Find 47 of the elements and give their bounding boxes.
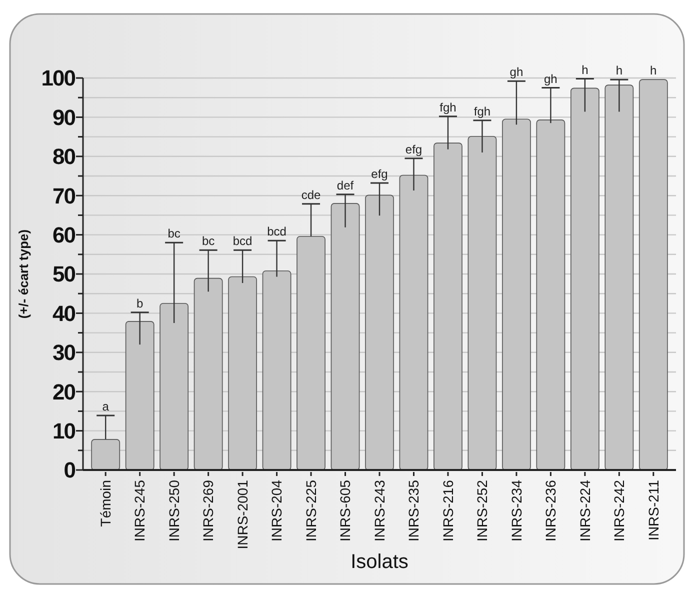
x-axis-title: Isolats	[350, 551, 408, 573]
x-tick-label: INRS-234	[508, 480, 524, 542]
y-tick-label: 10	[52, 418, 76, 444]
annotation: cde	[301, 188, 322, 202]
y-tick-label: 0	[64, 458, 76, 483]
x-tick-label: INRS-235	[406, 480, 422, 542]
x-tick-label: INRS-224	[576, 480, 593, 542]
y-tick-label: 30	[52, 340, 76, 366]
annotation: efg	[371, 167, 388, 182]
annotation: h	[650, 64, 657, 78]
annotation: a	[102, 400, 110, 414]
annotation: gh	[510, 65, 524, 80]
x-tick-label: INRS-211	[645, 480, 662, 540]
annotation: bc	[202, 234, 215, 248]
annotation: efg	[405, 142, 422, 156]
annotation: bcd	[232, 234, 252, 248]
y-axis-title: (+/- écart type)	[16, 229, 31, 319]
x-tick-label: INRS-243	[371, 480, 388, 542]
x-tick-label: Témoin	[97, 480, 114, 527]
y-tick-label: 20	[52, 379, 76, 404]
x-tick-label: INRS-269	[200, 480, 216, 542]
x-tick-label: INRS-2001	[234, 480, 250, 550]
annotation: h	[616, 64, 623, 78]
y-tick-label: 40	[52, 300, 76, 326]
x-tick-label: INRS-216	[440, 480, 456, 542]
x-tick-label: INRS-250	[166, 480, 182, 542]
y-tick-label: 80	[52, 144, 76, 170]
y-tick-label: 100	[41, 66, 76, 91]
annotation: bc	[168, 226, 180, 241]
annotation: def	[336, 178, 354, 192]
y-tick-label: 90	[52, 104, 76, 130]
annotation: gh	[544, 72, 558, 86]
y-tick-label: 70	[52, 183, 76, 208]
annotation: fgh	[440, 100, 456, 114]
annotation: h	[582, 62, 588, 77]
x-tick-label: INRS-236	[542, 480, 559, 542]
annotation: bcd	[267, 224, 286, 239]
x-tick-label: INRS-242	[611, 480, 628, 542]
x-tick-label: INRS-204	[268, 480, 285, 542]
x-tick-label: INRS-225	[302, 480, 319, 542]
x-tick-label: INRS-252	[474, 480, 490, 542]
annotation: fgh	[474, 104, 491, 118]
x-tick-label: INRS-245	[132, 480, 148, 542]
y-tick-label: 50	[52, 262, 76, 287]
x-tick-label: INRS-605	[337, 480, 354, 542]
annotation: b	[136, 296, 144, 310]
y-tick-label: 60	[52, 222, 76, 248]
